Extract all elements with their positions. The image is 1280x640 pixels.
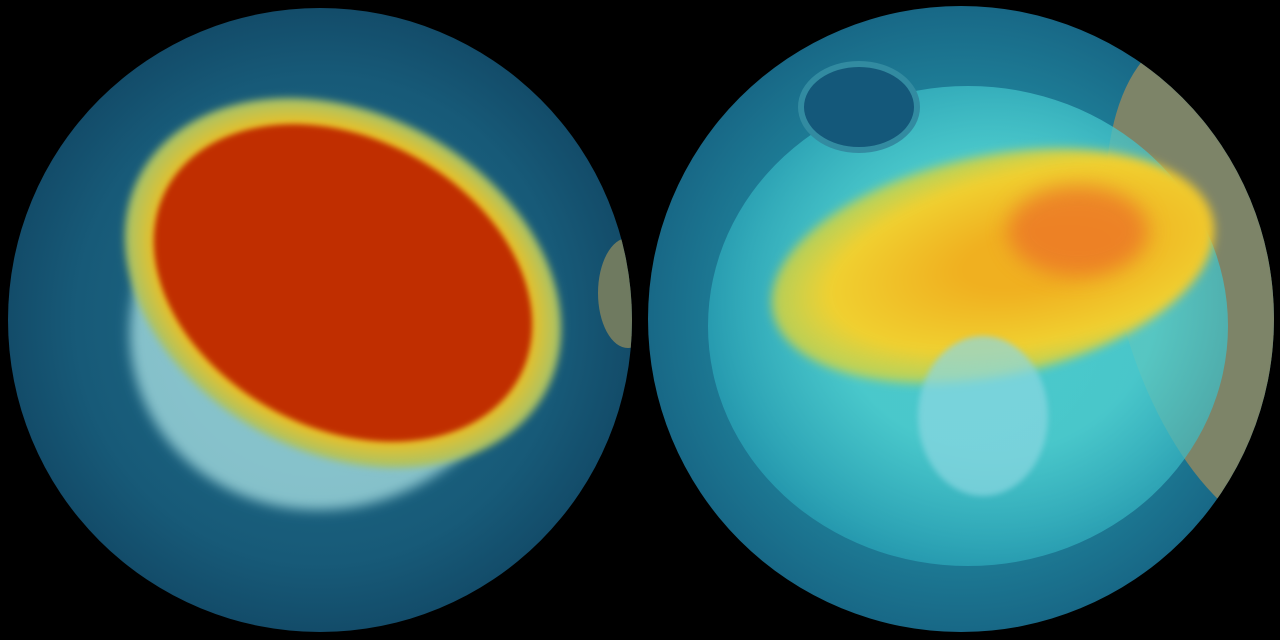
globe-shading [8, 8, 632, 632]
polar-vortex-swirl [798, 61, 920, 153]
ozone-band-orange [1008, 186, 1148, 276]
southern-hemisphere-globe [8, 8, 632, 632]
globe-shading [648, 6, 1274, 632]
northern-hemisphere-globe [648, 6, 1274, 632]
greenland-ice [918, 336, 1048, 496]
